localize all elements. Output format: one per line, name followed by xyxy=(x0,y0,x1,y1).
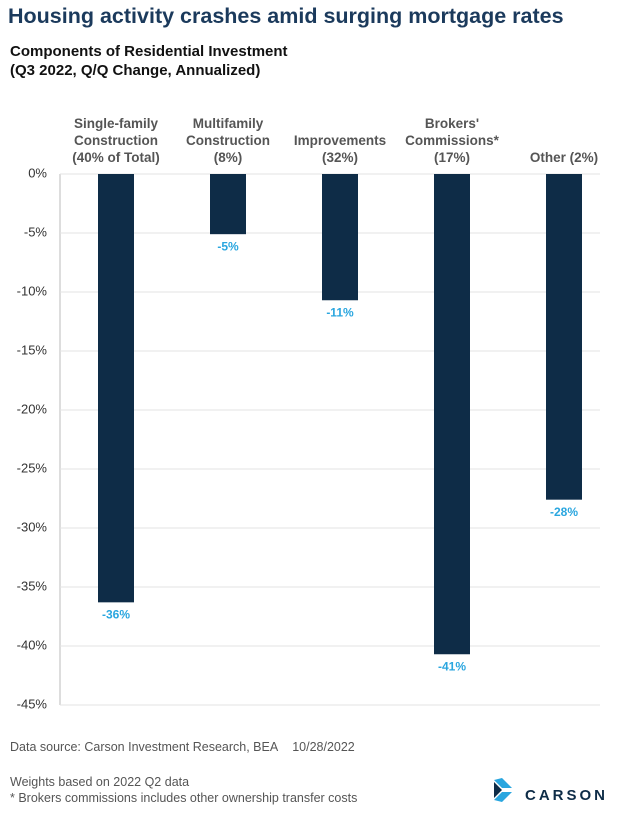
y-tick-label: -40% xyxy=(17,637,48,652)
note: Weights based on 2022 Q2 data xyxy=(10,775,190,789)
bar xyxy=(546,174,582,500)
y-tick-label: -35% xyxy=(17,578,48,593)
bar xyxy=(434,174,470,655)
date: 10/28/2022 xyxy=(292,740,355,754)
source: Data source: Carson Investment Research,… xyxy=(10,740,355,754)
x-tick-label: Multifamily Construction (8%) xyxy=(186,116,270,165)
y-tick-label: -25% xyxy=(17,460,48,475)
brand-icon xyxy=(494,778,512,802)
chart-subtitle: Components of Residential Investment (Q3… xyxy=(10,43,288,79)
y-tick-label: -10% xyxy=(17,283,48,298)
x-tick-label: Brokers' Commissions* (17%) xyxy=(405,116,499,165)
bar xyxy=(98,174,134,603)
x-tick-label: Other (2%) xyxy=(529,150,599,165)
y-tick-label: -5% xyxy=(24,224,48,239)
brand-name: CARSON xyxy=(525,787,608,804)
value-label: -36% xyxy=(102,608,130,622)
bar xyxy=(322,174,358,301)
chart-title: Housing activity crashes amid surging mo… xyxy=(8,4,564,28)
y-tick-label: -15% xyxy=(17,342,48,357)
y-tick-label: -45% xyxy=(17,696,48,711)
y-tick-label: 0% xyxy=(28,165,47,180)
bar xyxy=(210,174,246,235)
value-label: -41% xyxy=(438,659,466,673)
note: * Brokers commissions includes other own… xyxy=(10,791,358,805)
value-label: -11% xyxy=(326,305,354,319)
source-text: Data source: Carson Investment Research,… xyxy=(10,740,279,754)
x-tick-label: Improvements (32%) xyxy=(293,133,387,165)
y-tick-label: -20% xyxy=(17,401,48,416)
value-label: -28% xyxy=(550,505,578,519)
x-tick-label: Single-family Construction (40% of Total… xyxy=(72,116,160,165)
y-tick-label: -30% xyxy=(17,519,48,534)
value-label: -5% xyxy=(217,239,239,253)
